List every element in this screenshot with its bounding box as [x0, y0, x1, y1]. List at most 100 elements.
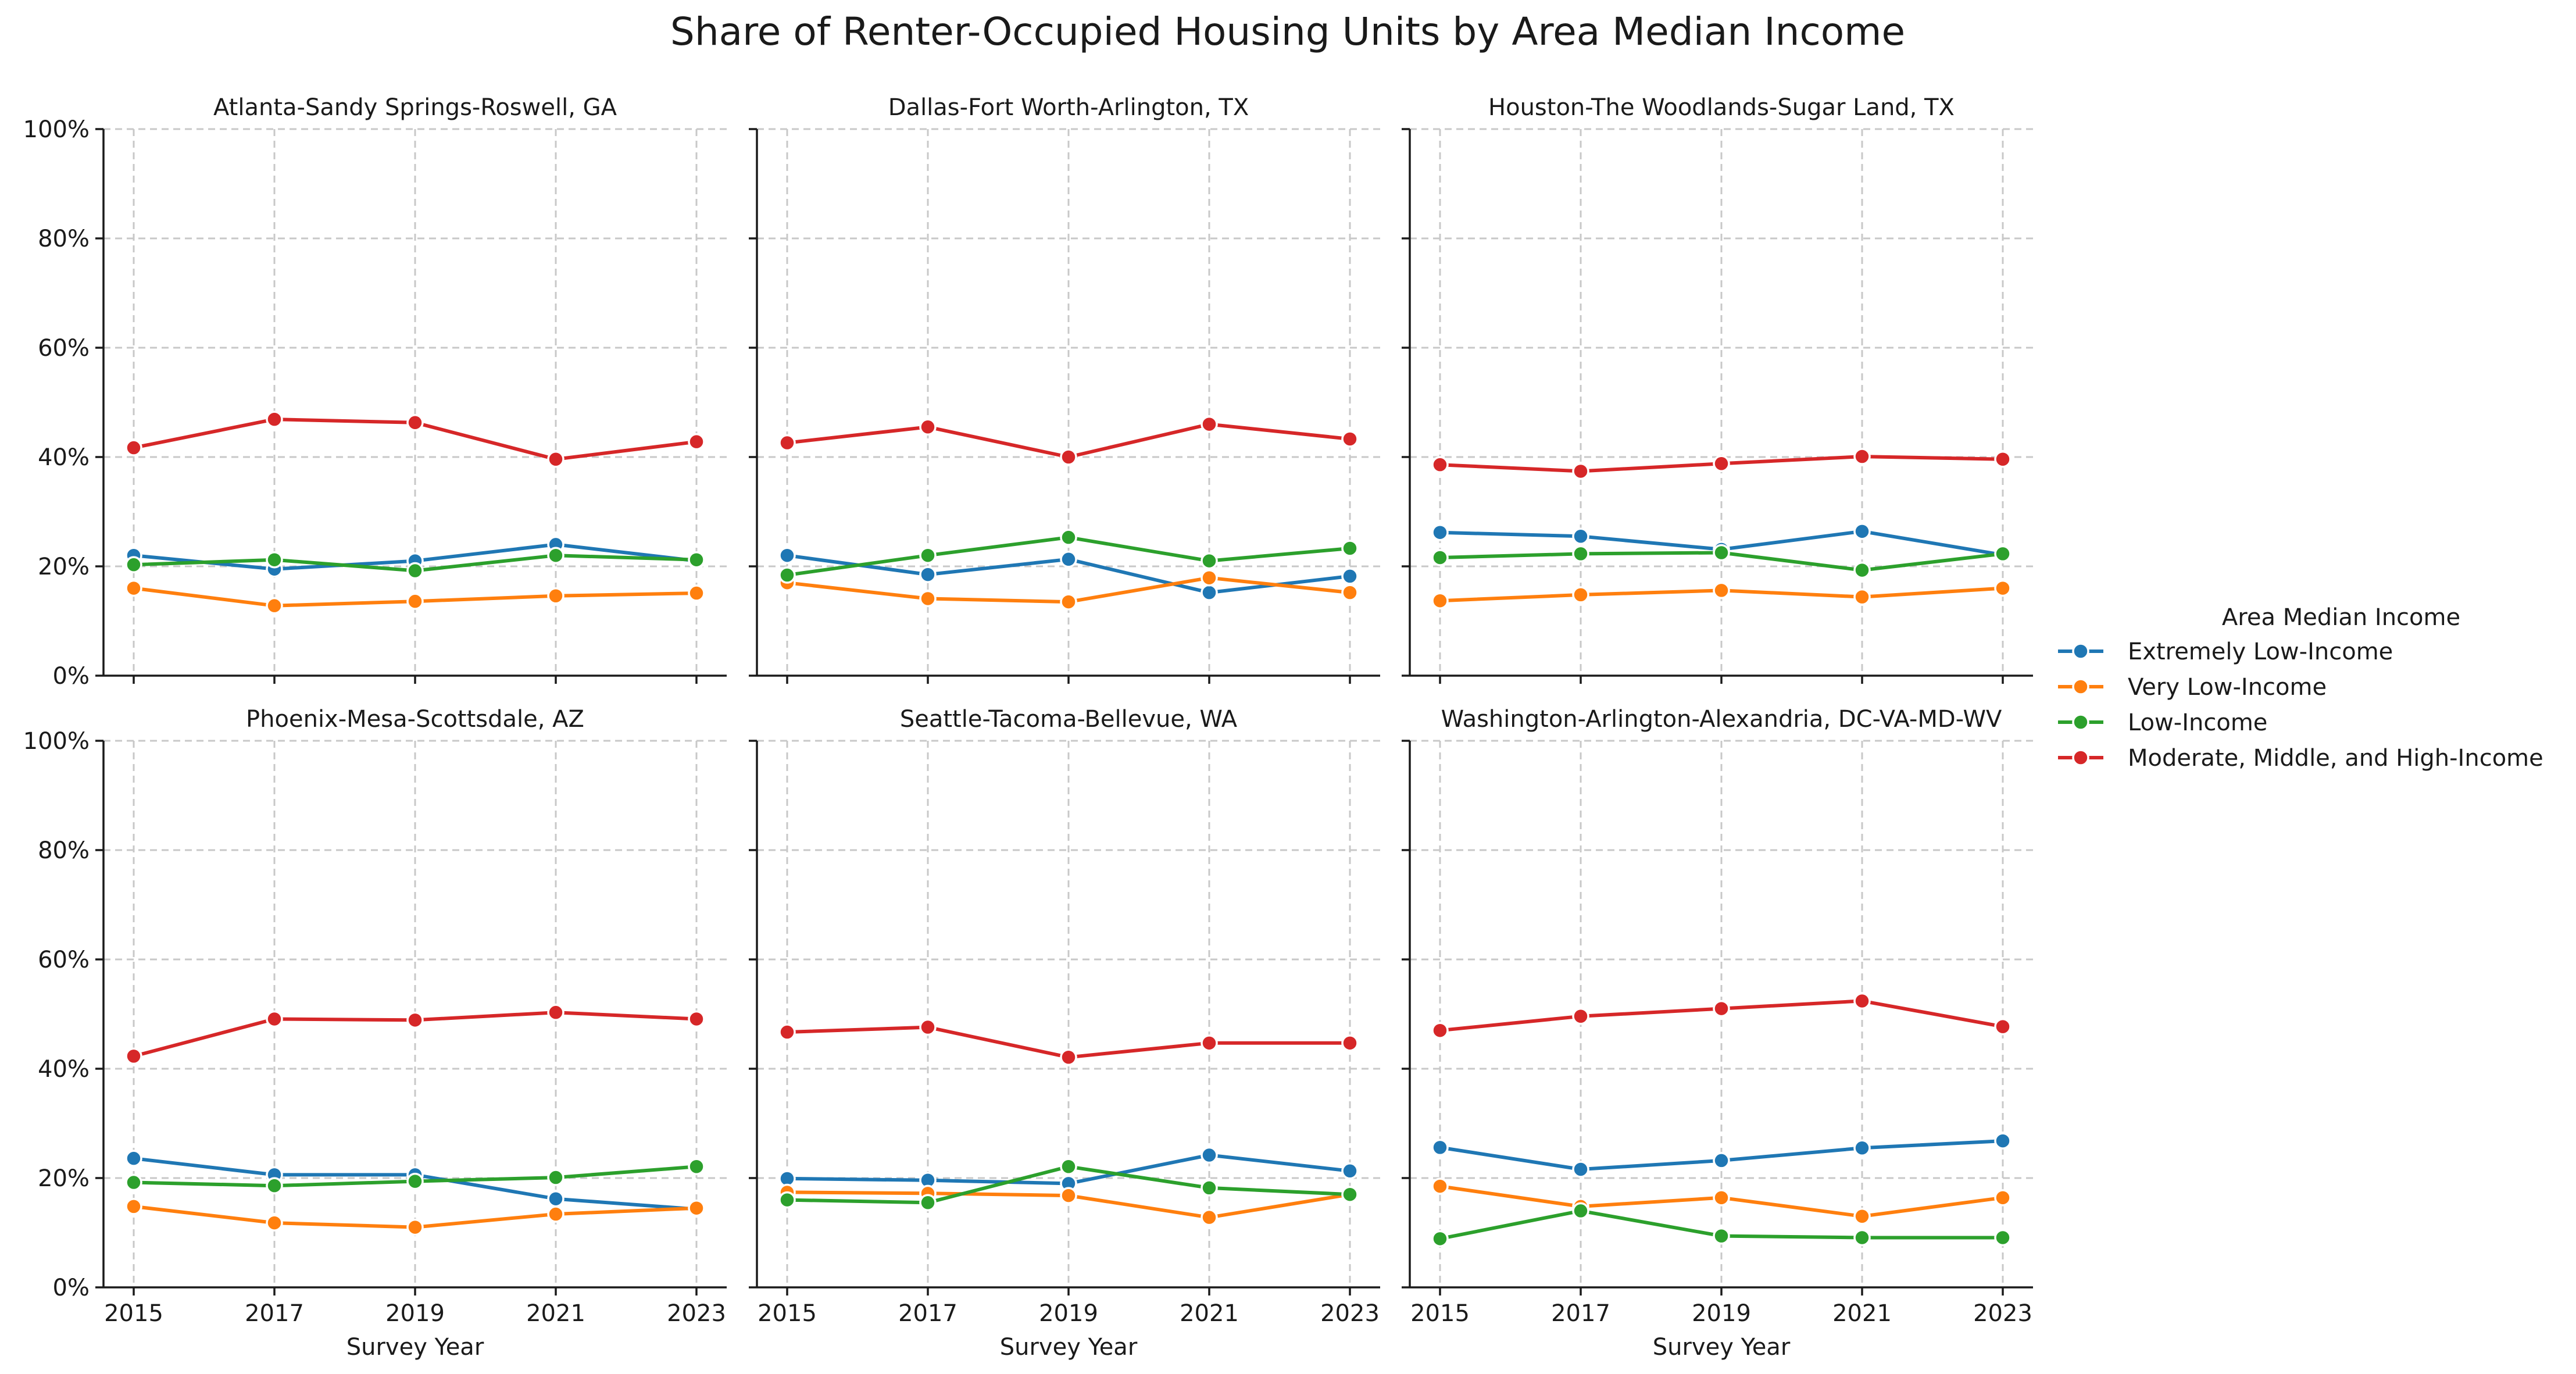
data-point-2021 — [1853, 561, 1871, 579]
x-tick-label: 2021 — [1832, 1300, 1892, 1327]
data-point-2015 — [1431, 1139, 1449, 1157]
x-tick-label: 2023 — [1320, 1300, 1380, 1327]
data-point-2019 — [1060, 593, 1077, 611]
data-point-2017 — [919, 1194, 937, 1212]
data-point-2015 — [778, 566, 796, 584]
series-very-low-income — [1431, 1177, 2012, 1225]
series-very-low-income — [125, 1198, 705, 1236]
data-point-2015 — [125, 1047, 142, 1065]
data-point-2023 — [1994, 451, 2012, 468]
series-moderate-middle-and-high-income — [1431, 448, 2012, 480]
data-point-2021 — [547, 1004, 564, 1021]
x-tick-label: 2019 — [1039, 1300, 1098, 1327]
data-point-2019 — [1060, 1158, 1077, 1176]
y-tick-label: 60% — [38, 947, 90, 973]
data-point-2015 — [778, 1191, 796, 1209]
y-tick-label: 60% — [38, 335, 90, 362]
legend-title: Area Median Income — [2222, 604, 2460, 631]
data-point-2015 — [125, 439, 142, 456]
data-point-2021 — [1853, 1208, 1871, 1225]
data-point-2019 — [1713, 1152, 1730, 1169]
legend-label: Extremely Low-Income — [2128, 638, 2393, 665]
data-point-2023 — [1994, 1229, 2012, 1247]
data-point-2021 — [1201, 1179, 1218, 1197]
x-tick-label: 2015 — [1410, 1300, 1470, 1327]
legend-label: Low-Income — [2128, 709, 2267, 736]
data-point-2019 — [1713, 544, 1730, 562]
data-point-2023 — [1341, 568, 1359, 585]
legend-marker-swatch — [2072, 643, 2089, 660]
data-point-2023 — [1341, 430, 1359, 448]
data-point-2019 — [406, 414, 424, 431]
data-point-2019 — [406, 593, 424, 610]
chart-title: Share of Renter-Occupied Housing Units b… — [670, 9, 1905, 54]
series-extremely-low-income — [778, 1146, 1359, 1193]
data-point-2017 — [266, 1177, 283, 1194]
data-point-2021 — [1201, 415, 1218, 433]
panel-title: Atlanta-Sandy Springs-Roswell, GA — [213, 94, 617, 121]
data-point-2021 — [1201, 1146, 1218, 1164]
data-point-2021 — [1853, 523, 1871, 540]
legend-item-low-income: Low-Income — [2058, 709, 2267, 736]
x-tick-label: 2017 — [1551, 1300, 1610, 1327]
data-point-2021 — [1853, 1229, 1871, 1247]
data-point-2021 — [547, 547, 564, 564]
data-point-2017 — [1572, 545, 1589, 563]
panel-title: Phoenix-Mesa-Scottsdale, AZ — [246, 706, 584, 733]
data-point-2017 — [1572, 462, 1589, 480]
legend-item-very-low-income: Very Low-Income — [2058, 674, 2327, 701]
x-tick-label: 2017 — [898, 1300, 957, 1327]
data-point-2021 — [1853, 992, 1871, 1010]
series-moderate-middle-and-high-income — [125, 411, 705, 468]
data-point-2023 — [1341, 1186, 1359, 1203]
data-point-2023 — [688, 551, 705, 569]
data-point-2023 — [1994, 579, 2012, 597]
panel-washington-arlington-alexandria-dc-va-md-wv: 2015 2017 2019 2021 2023 Survey Year Washingto… — [1402, 706, 2033, 1361]
data-point-2015 — [778, 434, 796, 452]
panel-title: Seattle-Tacoma-Bellevue, WA — [900, 706, 1238, 733]
data-point-2021 — [1853, 448, 1871, 465]
data-point-2015 — [1431, 592, 1449, 609]
data-point-2021 — [1201, 584, 1218, 601]
data-point-2019 — [1060, 448, 1077, 466]
series-moderate-middle-and-high-income — [778, 415, 1359, 466]
legend: Area Median Income Extremely Low-Income V… — [2058, 604, 2543, 772]
data-point-2017 — [1572, 527, 1589, 545]
data-point-2023 — [688, 1199, 705, 1217]
data-point-2019 — [1060, 1048, 1077, 1066]
data-point-2021 — [1201, 1034, 1218, 1052]
data-point-2015 — [125, 1150, 142, 1167]
series-moderate-middle-and-high-income — [1431, 992, 2012, 1039]
data-point-2015 — [125, 556, 142, 573]
data-point-2023 — [1341, 540, 1359, 557]
data-point-2019 — [406, 1218, 424, 1236]
data-point-2015 — [1431, 1230, 1449, 1248]
data-point-2023 — [1994, 1018, 2012, 1036]
x-tick-label: 2017 — [245, 1300, 304, 1327]
legend-marker-swatch — [2072, 713, 2089, 731]
data-point-2017 — [1572, 1008, 1589, 1025]
series-extremely-low-income — [1431, 1132, 2012, 1178]
data-point-2017 — [266, 551, 283, 569]
y-tick-label: 40% — [38, 1056, 90, 1083]
data-point-2017 — [919, 547, 937, 564]
x-tick-label: 2015 — [104, 1300, 163, 1327]
panels-area: 0% 20% 40% 60% 80% 100% Atlanta-Sandy Springs-… — [23, 94, 2033, 1361]
data-point-2015 — [125, 1198, 142, 1215]
data-point-2023 — [688, 1010, 705, 1028]
series-very-low-income — [778, 569, 1359, 611]
data-point-2017 — [266, 1010, 283, 1028]
series-moderate-middle-and-high-income — [778, 1018, 1359, 1066]
x-tick-label: 2019 — [1692, 1300, 1751, 1327]
data-point-2023 — [1341, 584, 1359, 601]
data-point-2021 — [547, 1190, 564, 1208]
y-tick-label: 0% — [53, 1275, 90, 1301]
y-tick-label: 100% — [23, 116, 90, 143]
legend-marker-swatch — [2072, 678, 2089, 695]
data-point-2021 — [1853, 588, 1871, 606]
x-tick-label: 2021 — [526, 1300, 585, 1327]
data-point-2015 — [778, 1023, 796, 1041]
data-point-2017 — [1572, 1161, 1589, 1178]
data-point-2021 — [1201, 552, 1218, 570]
